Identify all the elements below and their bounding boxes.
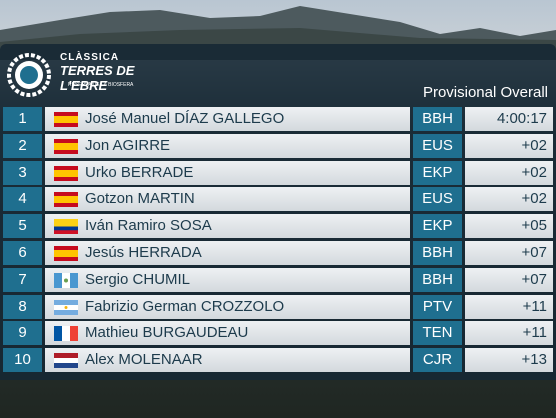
team: BBH [413,267,462,292]
rank: 1 [3,107,42,131]
rank: 4 [3,187,42,212]
result-row: 8 Fabrizio German CROZZOLO PTV +11 [3,294,553,319]
result-row: 9 Mathieu BURGAUDEAU TEN +11 [3,321,553,346]
result-row: 1 José Manuel DÍAZ GALLEGO BBH 4:00:17 [3,107,553,131]
rider-name: Sergio CHUMIL [85,270,191,288]
name-cell: Alex MOLENAAR [45,348,410,373]
name-cell: Mathieu BURGAUDEAU [45,321,410,346]
result-row: 4 Gotzon MARTIN EUS +02 [3,187,553,212]
team: BBH [413,241,462,265]
rank: 7 [3,267,42,292]
team: PTV [413,294,462,319]
name-cell: Iván Ramiro SOSA [45,214,410,239]
team: BBH [413,107,462,131]
team: EUS [413,187,462,212]
time: +07 [521,244,547,261]
rank: 6 [3,241,42,265]
time-cell: +07 [465,241,553,265]
time: 4:00:17 [496,110,547,127]
logo-icon [7,53,51,97]
time-cell: +02 [465,160,553,185]
logo: CLÀSSICA TERRES DE L'EBRE RESERVA DE LA … [6,52,156,102]
time: +02 [521,190,547,208]
time-cell: +07 [465,267,553,292]
time-cell: +11 [465,294,553,319]
time: +13 [521,351,547,369]
time-cell: +13 [465,348,553,373]
name-cell: Fabrizio German CROZZOLO [45,294,410,319]
flag [54,138,78,154]
time-cell: +11 [465,321,553,346]
name-cell: Gotzon MARTIN [45,187,410,212]
flag [54,165,78,181]
flag [54,272,78,288]
time: +07 [521,270,547,288]
logo-sub: RESERVA DE LA BIOSFERA [68,82,134,88]
result-row: 10 Alex MOLENAAR CJR +13 [3,348,553,373]
flag [54,246,78,261]
rider-name: Alex MOLENAAR [85,351,203,369]
team: EUS [413,133,462,158]
result-row: 3 Urko BERRADE EKP +02 [3,160,553,185]
name-cell: José Manuel DÍAZ GALLEGO [45,107,410,131]
result-row: 2 Jon AGIRRE EUS +02 [3,133,553,158]
time-cell: 4:00:17 [465,107,553,131]
rider-name: Mathieu BURGAUDEAU [85,324,249,342]
name-cell: Urko BERRADE [45,160,410,185]
rider-name: Jesús HERRADA [85,244,202,261]
time: +11 [522,297,547,315]
team: CJR [413,348,462,373]
rank: 9 [3,321,42,346]
title: Provisional Overall [422,84,548,101]
team: EKP [413,160,462,185]
rider-name: Fabrizio German CROZZOLO [85,297,285,315]
result-row: 7 Sergio CHUMIL BBH +07 [3,267,553,292]
time: +05 [521,217,547,235]
time-cell: +05 [465,214,553,239]
name-cell: Jon AGIRRE [45,133,410,158]
rider-name: Urko BERRADE [85,163,194,181]
logo-main: TERRES DE L'EBRE [60,63,135,93]
team: EKP [413,214,462,239]
rider-name: José Manuel DÍAZ GALLEGO [85,110,285,127]
result-row: 6 Jesús HERRADA BBH +07 [3,241,553,265]
flag [54,326,78,342]
rider-name: Iván Ramiro SOSA [85,217,212,235]
flag [54,112,78,127]
flag [54,219,78,235]
name-cell: Jesús HERRADA [45,241,410,265]
team: TEN [413,321,462,346]
rank: 8 [3,294,42,319]
flag [54,353,78,369]
time: +02 [521,136,547,154]
flag [54,299,78,315]
logo-top: CLÀSSICA [60,52,120,63]
time-cell: +02 [465,187,553,212]
rider-name: Gotzon MARTIN [85,190,195,208]
rank: 2 [3,133,42,158]
result-row: 5 Iván Ramiro SOSA EKP +05 [3,214,553,239]
time: +02 [521,163,547,181]
rank: 5 [3,214,42,239]
rank: 3 [3,160,42,185]
flag [54,192,78,208]
name-cell: Sergio CHUMIL [45,267,410,292]
rider-name: Jon AGIRRE [85,136,171,154]
time: +11 [522,324,547,342]
time-cell: +02 [465,133,553,158]
rank: 10 [3,348,42,373]
